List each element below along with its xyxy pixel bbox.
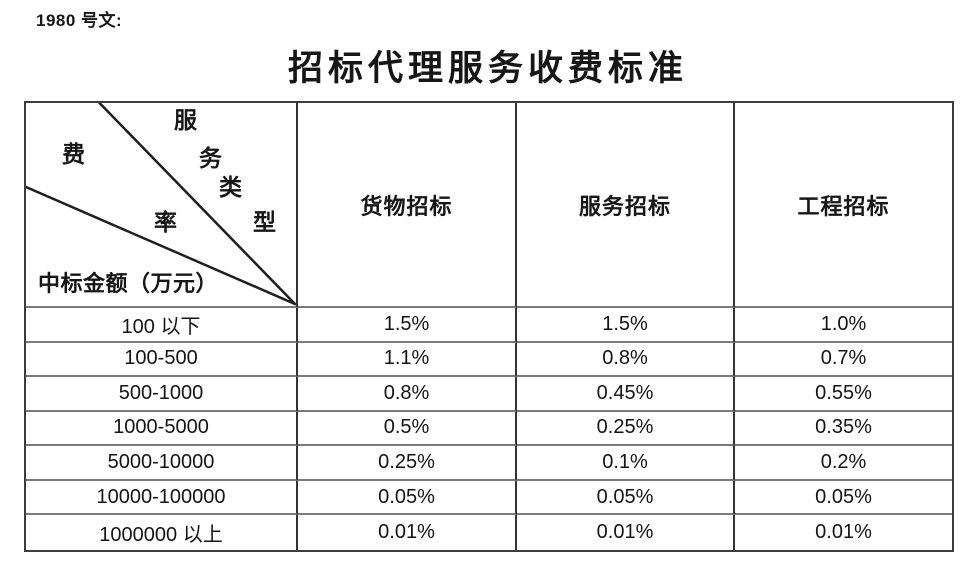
table-corner-cell: 服 务 类 型 费 率 中标金额（万元） [26, 103, 298, 308]
fee-cell: 0.45% [517, 377, 735, 412]
row-label: 100 以下 [26, 308, 298, 343]
fee-cell: 0.05% [517, 480, 735, 516]
fee-cell: 0.2% [735, 446, 952, 481]
fee-cell: 0.05% [298, 480, 517, 516]
doc-ref: 1980 号文: [36, 11, 123, 30]
page-title: 招标代理服务收费标准 [287, 49, 688, 88]
corner-char-rate-2: 率 [154, 210, 177, 235]
fee-cell: 1.5% [298, 308, 517, 343]
fee-cell: 0.8% [517, 342, 735, 378]
corner-char-service-1: 服 [174, 108, 197, 133]
fee-cell: 0.01% [735, 515, 952, 550]
fee-cell: 1.5% [517, 308, 735, 343]
fee-cell: 1.0% [735, 308, 952, 343]
row-label: 5000-10000 [26, 446, 298, 481]
fee-cell: 0.1% [517, 446, 735, 481]
fee-cell: 0.25% [298, 446, 517, 481]
fee-cell: 0.55% [735, 377, 952, 412]
fee-cell: 1.1% [298, 342, 517, 378]
column-header-goods: 货物招标 [298, 103, 517, 308]
row-label: 10000-100000 [26, 480, 298, 516]
fee-cell: 0.01% [517, 515, 735, 550]
fee-cell: 0.5% [298, 411, 517, 447]
diagonal-divider-lines [26, 103, 296, 306]
corner-char-service-2: 务 [199, 146, 222, 171]
corner-char-service-3: 类 [219, 175, 242, 200]
corner-amount-label: 中标金额（万元） [38, 271, 219, 296]
fee-table: 服 务 类 型 费 率 中标金额（万元） 货物招标 服务招标 工程招标 100 … [24, 101, 954, 552]
fee-cell: 0.05% [735, 480, 952, 516]
fee-cell: 0.8% [298, 377, 517, 412]
row-label: 100-500 [26, 342, 298, 378]
corner-char-rate-1: 费 [62, 142, 85, 167]
fee-cell: 0.01% [298, 515, 517, 550]
column-header-services: 服务招标 [517, 103, 735, 308]
fee-cell: 0.35% [735, 411, 952, 447]
row-label: 1000000 以上 [26, 515, 298, 550]
corner-char-service-4: 型 [253, 210, 276, 235]
fee-cell: 0.25% [517, 411, 735, 447]
column-header-engineering: 工程招标 [735, 103, 952, 308]
row-label: 1000-5000 [26, 411, 298, 447]
fee-cell: 0.7% [735, 342, 952, 378]
row-label: 500-1000 [26, 377, 298, 412]
